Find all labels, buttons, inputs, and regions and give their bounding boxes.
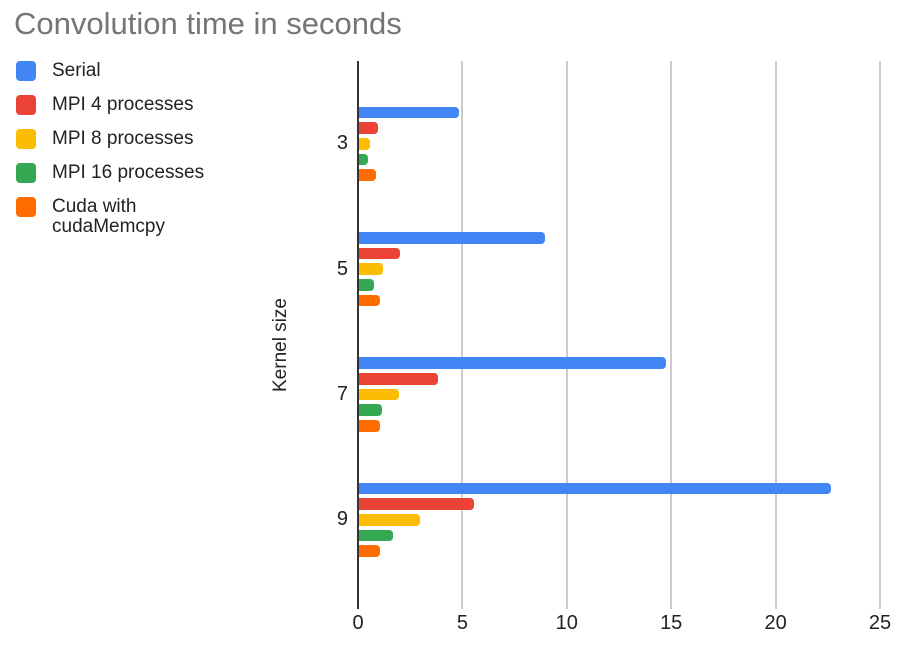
legend-swatch-mpi-4-processes bbox=[16, 95, 36, 115]
legend-swatch-serial bbox=[16, 61, 36, 81]
legend-swatch-cuda-with-cudamemcpy bbox=[16, 197, 36, 217]
category-label-5: 5 bbox=[336, 257, 348, 280]
gridline-5 bbox=[461, 61, 464, 603]
legend-item-mpi-4-processes: MPI 4 processes bbox=[16, 95, 256, 115]
legend-swatch-mpi-16-processes bbox=[16, 163, 36, 183]
gridline-25 bbox=[879, 61, 881, 603]
x-tick-5 bbox=[461, 603, 464, 609]
x-tick-label-0: 0 bbox=[352, 612, 364, 634]
legend-label-cuda-with-cudamemcpy: Cuda with cudaMemcpy bbox=[52, 196, 165, 237]
legend: Serial MPI 4 processes MPI 8 processes MPI … bbox=[16, 61, 256, 251]
legend-item-mpi-16-processes: MPI 16 processes bbox=[16, 163, 256, 183]
x-tick-label-25: 25 bbox=[868, 612, 892, 634]
legend-item-mpi-8-processes: MPI 8 processes bbox=[16, 129, 256, 149]
bar-cuda-with-cudamemcpy-k3 bbox=[359, 169, 376, 182]
axis-baseline bbox=[357, 61, 359, 603]
bar-mpi-16-processes-k9 bbox=[359, 529, 394, 542]
chart-title: Convolution time in seconds bbox=[14, 6, 402, 41]
legend-label-serial: Serial bbox=[52, 60, 101, 81]
category-label-9: 9 bbox=[336, 508, 348, 531]
category-label-3: 3 bbox=[336, 132, 348, 155]
bar-mpi-8-processes-k9 bbox=[359, 513, 420, 526]
y-axis-title: Kernel size bbox=[270, 298, 291, 392]
x-tick-0 bbox=[357, 603, 359, 609]
bar-mpi-16-processes-k5 bbox=[359, 278, 374, 291]
bar-mpi-4-processes-k3 bbox=[359, 122, 378, 135]
x-tick-10 bbox=[565, 603, 568, 609]
category-label-7: 7 bbox=[336, 382, 348, 405]
gridline-15 bbox=[670, 61, 673, 603]
bar-mpi-4-processes-k7 bbox=[359, 372, 439, 385]
x-tick-label-10: 10 bbox=[555, 612, 578, 634]
x-tick-label-5: 5 bbox=[456, 612, 468, 634]
bar-serial-k9 bbox=[359, 482, 831, 495]
x-tick-label-20: 20 bbox=[764, 612, 787, 634]
x-tick-15 bbox=[670, 603, 673, 609]
gridline-10 bbox=[565, 61, 568, 603]
bar-serial-k5 bbox=[359, 232, 545, 244]
x-tick-20 bbox=[774, 603, 777, 609]
bar-mpi-8-processes-k5 bbox=[359, 263, 383, 276]
legend-item-serial: Serial bbox=[16, 61, 256, 81]
bar-mpi-8-processes-k7 bbox=[359, 388, 399, 401]
bar-cuda-with-cudamemcpy-k5 bbox=[359, 294, 380, 307]
legend-item-cuda-with-cudamemcpy: Cuda with cudaMemcpy bbox=[16, 197, 256, 237]
x-tick-25 bbox=[879, 603, 881, 609]
legend-label-mpi-4-processes: MPI 4 processes bbox=[52, 94, 194, 115]
gridline-20 bbox=[774, 61, 777, 603]
bar-cuda-with-cudamemcpy-k7 bbox=[359, 419, 380, 432]
bar-mpi-16-processes-k7 bbox=[359, 404, 382, 417]
legend-swatch-mpi-8-processes bbox=[16, 129, 36, 149]
legend-label-mpi-8-processes: MPI 8 processes bbox=[52, 128, 194, 149]
bar-serial-k3 bbox=[359, 106, 460, 119]
plot-area bbox=[357, 61, 881, 609]
x-tick-label-15: 15 bbox=[660, 612, 683, 634]
bar-mpi-16-processes-k3 bbox=[359, 153, 369, 166]
bar-mpi-4-processes-k5 bbox=[359, 247, 400, 260]
bar-serial-k7 bbox=[359, 357, 666, 370]
bar-mpi-4-processes-k9 bbox=[359, 498, 474, 511]
bar-mpi-8-processes-k3 bbox=[359, 138, 371, 150]
bar-cuda-with-cudamemcpy-k9 bbox=[359, 545, 380, 557]
legend-label-mpi-16-processes: MPI 16 processes bbox=[52, 162, 205, 183]
